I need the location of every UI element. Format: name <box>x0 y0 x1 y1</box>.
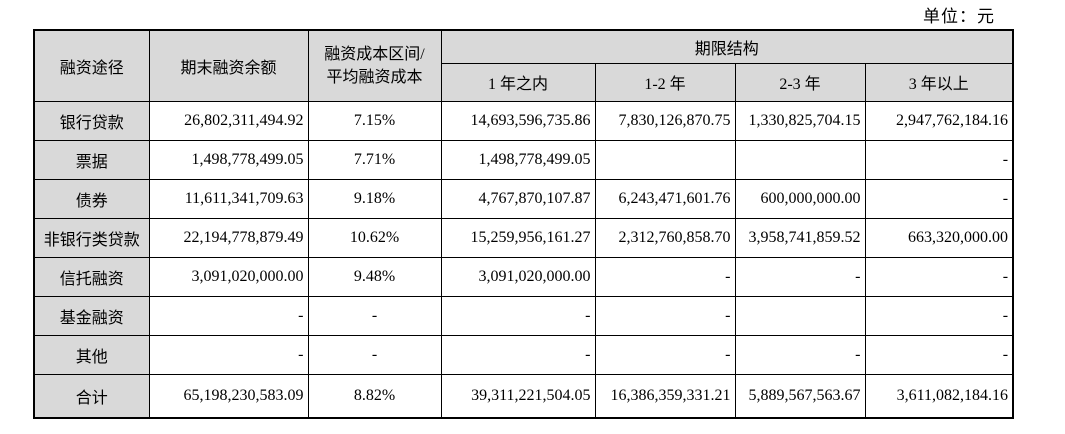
cell-ending-balance: - <box>148 295 309 336</box>
cell-1-2-years: 2,312,760,858.70 <box>594 217 736 258</box>
cell-financing-cost: 7.15% <box>307 100 442 141</box>
cell-financing-cost: 9.18% <box>307 178 442 219</box>
financing-structure-table: 融资途径 期末融资余额 融资成本区间/ 平均融资成本 期限结构 1 年之内 1-… <box>33 29 1015 419</box>
cell-financing-channel: 非银行类贷款 <box>33 217 150 258</box>
header-within-1-year: 1 年之内 <box>440 62 596 102</box>
cell-within-1-year: - <box>440 295 596 336</box>
cell-within-1-year: 14,693,596,735.86 <box>440 100 596 141</box>
table-body: 银行贷款 26,802,311,494.92 7.15% 14,693,596,… <box>33 100 1014 419</box>
table-row: 票据 1,498,778,499.05 7.71% 1,498,778,499.… <box>33 139 1014 180</box>
header-ending-balance: 期末融资余额 <box>148 29 309 102</box>
header-maturity-structure: 期限结构 <box>440 29 1014 64</box>
cell-within-1-year: 1,498,778,499.05 <box>440 139 596 180</box>
table-row: 银行贷款 26,802,311,494.92 7.15% 14,693,596,… <box>33 100 1014 141</box>
header-financing-cost-line2: 平均融资成本 <box>326 68 423 86</box>
cell-over-3-years: 2,947,762,184.16 <box>864 100 1014 141</box>
cell-2-3-years: 600,000,000.00 <box>734 178 866 219</box>
cell-1-2-years: - <box>594 295 736 336</box>
cell-1-2-years <box>594 139 736 180</box>
cell-ending-balance: 3,091,020,000.00 <box>148 256 309 297</box>
cell-over-3-years: 663,320,000.00 <box>864 217 1014 258</box>
cell-financing-cost: 8.82% <box>307 373 442 419</box>
cell-1-2-years: 7,830,126,870.75 <box>594 100 736 141</box>
table-row: 其他 - - - - - - <box>33 334 1014 375</box>
cell-financing-channel: 银行贷款 <box>33 100 150 141</box>
header-1-2-years: 1-2 年 <box>594 62 736 102</box>
cell-financing-cost: - <box>307 295 442 336</box>
cell-financing-cost: - <box>307 334 442 375</box>
cell-over-3-years: - <box>864 139 1014 180</box>
cell-within-1-year: - <box>440 334 596 375</box>
table-header: 融资途径 期末融资余额 融资成本区间/ 平均融资成本 期限结构 1 年之内 1-… <box>33 29 1014 102</box>
cell-within-1-year: 39,311,221,504.05 <box>440 373 596 419</box>
cell-2-3-years: - <box>734 334 866 375</box>
cell-financing-channel: 债券 <box>33 178 150 219</box>
header-over-3-years: 3 年以上 <box>864 62 1014 102</box>
cell-ending-balance: 1,498,778,499.05 <box>148 139 309 180</box>
header-financing-cost: 融资成本区间/ 平均融资成本 <box>307 29 442 102</box>
cell-over-3-years: - <box>864 178 1014 219</box>
cell-over-3-years: - <box>864 256 1014 297</box>
cell-over-3-years: - <box>864 295 1014 336</box>
cell-financing-channel: 信托融资 <box>33 256 150 297</box>
cell-2-3-years: - <box>734 256 866 297</box>
cell-2-3-years: 3,958,741,859.52 <box>734 217 866 258</box>
cell-1-2-years: - <box>594 256 736 297</box>
cell-2-3-years: 5,889,567,563.67 <box>734 373 866 419</box>
cell-1-2-years: 16,386,359,331.21 <box>594 373 736 419</box>
table-row: 非银行类贷款 22,194,778,879.49 10.62% 15,259,9… <box>33 217 1014 258</box>
cell-financing-channel: 合计 <box>33 373 150 419</box>
header-financing-cost-line1: 融资成本区间/ <box>324 45 425 63</box>
unit-label: 单位：元 <box>923 7 995 26</box>
cell-over-3-years: 3,611,082,184.16 <box>864 373 1014 419</box>
cell-2-3-years <box>734 139 866 180</box>
cell-ending-balance: 26,802,311,494.92 <box>148 100 309 141</box>
cell-within-1-year: 3,091,020,000.00 <box>440 256 596 297</box>
cell-1-2-years: 6,243,471,601.76 <box>594 178 736 219</box>
cell-financing-channel: 基金融资 <box>33 295 150 336</box>
cell-ending-balance: 22,194,778,879.49 <box>148 217 309 258</box>
cell-financing-channel: 票据 <box>33 139 150 180</box>
table-row: 债券 11,611,341,709.63 9.18% 4,767,870,107… <box>33 178 1014 219</box>
cell-within-1-year: 15,259,956,161.27 <box>440 217 596 258</box>
cell-financing-cost: 7.71% <box>307 139 442 180</box>
header-2-3-years: 2-3 年 <box>734 62 866 102</box>
cell-financing-cost: 10.62% <box>307 217 442 258</box>
cell-within-1-year: 4,767,870,107.87 <box>440 178 596 219</box>
cell-over-3-years: - <box>864 334 1014 375</box>
header-financing-channel: 融资途径 <box>33 29 150 102</box>
table-row: 合计 65,198,230,583.09 8.82% 39,311,221,50… <box>33 373 1014 419</box>
cell-ending-balance: 11,611,341,709.63 <box>148 178 309 219</box>
table-row: 基金融资 - - - - - <box>33 295 1014 336</box>
cell-financing-cost: 9.48% <box>307 256 442 297</box>
cell-ending-balance: 65,198,230,583.09 <box>148 373 309 419</box>
cell-2-3-years: 1,330,825,704.15 <box>734 100 866 141</box>
table-row: 信托融资 3,091,020,000.00 9.48% 3,091,020,00… <box>33 256 1014 297</box>
cell-ending-balance: - <box>148 334 309 375</box>
cell-1-2-years: - <box>594 334 736 375</box>
cell-financing-channel: 其他 <box>33 334 150 375</box>
cell-2-3-years <box>734 295 866 336</box>
